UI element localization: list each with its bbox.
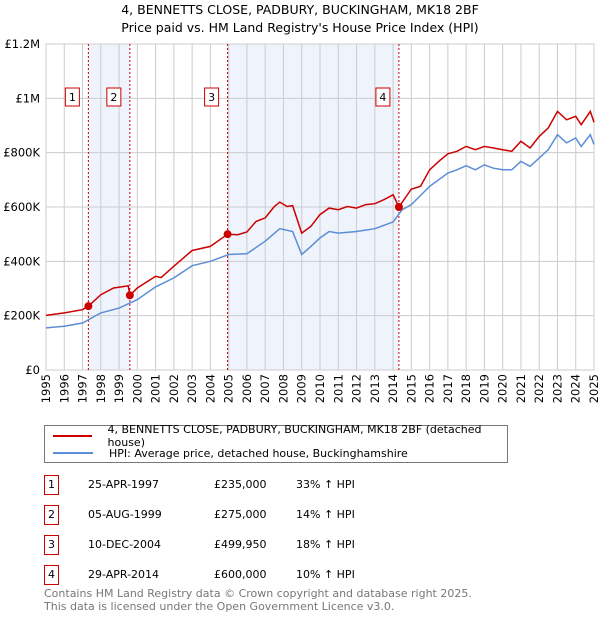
x-tick-label: 2010: [313, 374, 327, 403]
sale-label: 1: [69, 91, 76, 104]
x-tick-label: 2003: [185, 374, 199, 403]
legend-item-hpi: HPI: Average price, detached house, Buck…: [53, 445, 408, 461]
sale-hpi-diff: 10% ↑ HPI: [296, 568, 355, 581]
price-chart: 1995 1996 1997 1998 1999 2000 2001 2002 2003 2004…: [3, 37, 600, 403]
chart-subtitle: Price paid vs. HM Land Registry's House …: [121, 20, 479, 35]
sale-date: 05-AUG-1999: [88, 508, 162, 521]
x-tick-label: 2007: [258, 374, 272, 403]
sale-price: £600,000: [214, 568, 267, 581]
footer-licence: This data is licensed under the Open Gov…: [44, 600, 395, 613]
sale-label-box: [204, 87, 220, 107]
y-tick-label: £800K: [3, 146, 40, 160]
sale-number: 4: [44, 565, 59, 585]
sale-label: 4: [379, 91, 386, 104]
y-tick-label: £1.2M: [4, 37, 40, 51]
sale-price: £499,950: [214, 538, 267, 551]
sale-point: [394, 203, 403, 211]
y-tick-label: £600K: [3, 200, 40, 214]
property-price-line: [45, 109, 595, 317]
x-tick-label: 2017: [441, 374, 455, 403]
sale-price: £275,000: [214, 508, 267, 521]
sale-row: 3 10-DEC-2004 £499,950 18% ↑ HPI: [44, 535, 444, 555]
x-tick-label: 2005: [222, 374, 236, 403]
x-tick-label: 2020: [496, 374, 510, 403]
x-tick-label: 2002: [167, 374, 181, 403]
x-tick-label: 2009: [295, 374, 309, 403]
legend-swatch-hpi: [53, 452, 93, 454]
x-tick-label: 2001: [149, 374, 163, 403]
sale-hpi-diff: 14% ↑ HPI: [296, 508, 355, 521]
x-tick-label: 2011: [331, 374, 345, 403]
x-tick-label: 2025: [587, 374, 600, 403]
sale-label: 3: [208, 91, 215, 104]
y-tick-label: £0: [25, 363, 40, 377]
x-tick-label: 1998: [94, 374, 108, 403]
plot-border: [45, 43, 595, 371]
x-tick-label: 2018: [459, 374, 473, 403]
x-tick-label: 1995: [39, 374, 53, 403]
sale-price: £235,000: [214, 478, 267, 491]
hpi-line: [45, 133, 595, 329]
sale-point: [223, 230, 232, 239]
sale-row: 4 29-APR-2014 £600,000 10% ↑ HPI: [44, 565, 444, 585]
x-tick-label: 1996: [57, 374, 71, 403]
sale-number: 1: [44, 475, 59, 495]
x-tick-label: 2014: [386, 374, 400, 403]
chart-title: 4, BENNETTS CLOSE, PADBURY, BUCKINGHAM, …: [121, 2, 479, 17]
footer-copyright: Contains HM Land Registry data © Crown c…: [44, 587, 472, 600]
x-tick-label: 2022: [532, 374, 546, 403]
y-tick-label: £400K: [3, 254, 40, 268]
sale-date: 10-DEC-2004: [88, 538, 162, 551]
x-tick-label: 2024: [569, 374, 583, 403]
sale-row: 2 05-AUG-1999 £275,000 14% ↑ HPI: [44, 505, 444, 525]
sale-point: [84, 302, 93, 311]
legend-label: HPI: Average price, detached house, Buck…: [109, 446, 408, 460]
sale-point: [125, 291, 134, 300]
x-tick-label: 2000: [130, 374, 144, 403]
x-tick-label: 2016: [423, 374, 437, 403]
sale-number: 2: [44, 505, 59, 525]
x-tick-label: 2023: [550, 374, 564, 403]
legend-label: 4, BENNETTS CLOSE, PADBURY, BUCKINGHAM, …: [107, 423, 482, 449]
x-tick-label: 2012: [350, 374, 364, 403]
x-tick-label: 2006: [240, 374, 254, 403]
x-tick-label: 2015: [404, 374, 418, 403]
sale-date: 29-APR-2014: [88, 568, 160, 581]
x-tick-label: 1997: [76, 374, 90, 403]
x-tick-label: 2019: [477, 374, 491, 403]
x-tick-label: 2004: [203, 374, 217, 403]
sale-label: 2: [110, 91, 117, 104]
x-tick-label: 2013: [368, 374, 382, 403]
sale-hpi-diff: 33% ↑ HPI: [296, 478, 355, 491]
y-tick-label: £200K: [3, 309, 40, 323]
x-tick-label: 1999: [112, 374, 126, 403]
legend-item-property: 4, BENNETTS CLOSE, PADBURY, BUCKINGHAM, …: [53, 423, 507, 449]
y-tick-label: £1M: [15, 91, 40, 105]
sale-hpi-diff: 18% ↑ HPI: [296, 538, 355, 551]
x-tick-label: 2021: [514, 374, 528, 403]
legend-swatch-property: [53, 435, 92, 437]
sale-date: 25-APR-1997: [88, 478, 160, 491]
x-tick-label: 2008: [276, 374, 290, 403]
sale-number: 3: [44, 535, 59, 555]
sale-label-box: [64, 87, 80, 107]
sale-row: 1 25-APR-1997 £235,000 33% ↑ HPI: [44, 475, 444, 495]
sale-label-box: [106, 87, 122, 107]
sale-label-box: [375, 87, 391, 107]
legend: 4, BENNETTS CLOSE, PADBURY, BUCKINGHAM, …: [44, 423, 508, 463]
